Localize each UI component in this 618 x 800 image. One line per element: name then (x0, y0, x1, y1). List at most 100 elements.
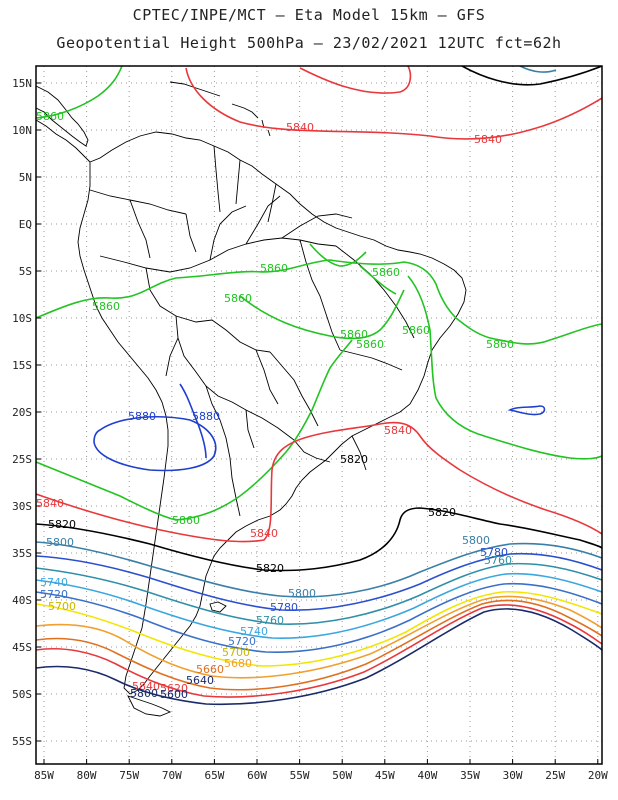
lon-tick-label: 85W (34, 769, 54, 782)
contour-5820-north (461, 66, 602, 86)
map-title-line2: Geopotential Height 500hPa – 23/02/2021 … (56, 34, 562, 52)
lon-tick-label: 75W (119, 769, 139, 782)
label-5860: 5860 (402, 324, 430, 337)
lat-tick-label: 45S (12, 641, 32, 654)
label-5860: 5860 (372, 266, 400, 279)
lon-tick-label: 65W (204, 769, 224, 782)
label-5860: 5860 (92, 300, 120, 313)
label-5840: 5840 (132, 680, 160, 693)
label-5760: 5760 (256, 614, 284, 627)
lat-tick-label: 35S (12, 547, 32, 560)
label-5860: 5860 (340, 328, 368, 341)
map-frame (35, 65, 603, 765)
longitude-labels: 85W 80W 75W 70W 65W 60W 55W 50W 45W 40W 35W 30W 25W 2… (34, 769, 608, 782)
contour-labels: 5840 5840 5840 5840 5840 5840 5860 5860 … (36, 110, 514, 701)
lat-tick-label: EQ (19, 218, 32, 231)
label-5820: 5820 (428, 506, 456, 519)
label-5820: 5820 (48, 518, 76, 531)
lon-tick-label: 60W (247, 769, 267, 782)
lon-tick-label: 55W (290, 769, 310, 782)
lat-tick-label: 25S (12, 453, 32, 466)
latitude-labels: 15N 10N 5N EQ 5S 10S 15S 20S 25S 30S 35S 40S 45S 50S 5… (12, 77, 32, 748)
lat-tick-label: 5N (19, 171, 32, 184)
label-5640: 5640 (186, 674, 214, 687)
lat-tick-label: 50S (12, 688, 32, 701)
lon-tick-label: 30W (503, 769, 523, 782)
lat-tick-label: 10N (12, 124, 32, 137)
contour-5820-south (36, 507, 602, 572)
label-5800: 5800 (462, 534, 490, 547)
contour-5740 (36, 572, 602, 639)
contour-5640 (36, 608, 602, 706)
lon-tick-label: 20W (588, 769, 608, 782)
label-5760: 5760 (484, 554, 512, 567)
lon-tick-label: 40W (417, 769, 437, 782)
label-5720: 5720 (40, 588, 68, 601)
tierra-del-fuego (127, 695, 172, 717)
lat-tick-label: 40S (12, 594, 32, 607)
label-5740: 5740 (240, 625, 268, 638)
label-5720: 5720 (228, 635, 256, 648)
label-5860: 5860 (486, 338, 514, 351)
lat-tick-label: 15N (12, 77, 32, 90)
label-5780: 5780 (480, 546, 508, 559)
contour-5680 (36, 595, 602, 679)
label-5840: 5840 (384, 424, 412, 437)
label-5860: 5860 (224, 292, 252, 305)
contour-5860-inner (239, 289, 405, 340)
label-5840: 5840 (250, 527, 278, 540)
contour-5840-cap (299, 66, 412, 94)
contour-5840-south (36, 421, 602, 543)
label-5800: 5800 (130, 687, 158, 700)
caribbean-islands (169, 81, 221, 97)
contour-5860-nw (36, 66, 123, 119)
label-5600: 5600 (160, 688, 188, 701)
contour-5700 (36, 590, 602, 667)
lat-tick-label: 30S (12, 500, 32, 513)
label-5780: 5780 (270, 601, 298, 614)
lon-tick-label: 35W (460, 769, 480, 782)
lon-tick-label: 80W (77, 769, 97, 782)
label-5840: 5840 (36, 497, 64, 510)
label-5800: 5800 (288, 587, 316, 600)
label-5880: 5880 (128, 410, 156, 423)
lon-tick-label: 50W (332, 769, 352, 782)
lon-tick-label: 45W (375, 769, 395, 782)
lat-tick-label: 15S (12, 359, 32, 372)
falkland-islands (209, 601, 227, 613)
central-america-coast (36, 85, 89, 147)
label-5840: 5840 (474, 133, 502, 146)
label-5700: 5700 (48, 600, 76, 613)
axis-ticks (36, 82, 599, 764)
lat-tick-label: 55S (12, 735, 32, 748)
label-5700: 5700 (222, 646, 250, 659)
contour-5720 (36, 582, 602, 653)
contour-5780 (36, 552, 602, 612)
label-5740: 5740 (40, 576, 68, 589)
label-5840: 5840 (286, 121, 314, 134)
label-5820: 5820 (256, 562, 284, 575)
label-5660: 5660 (196, 663, 224, 676)
lat-tick-label: 20S (12, 406, 32, 419)
label-5820: 5820 (340, 453, 368, 466)
label-5880: 5880 (192, 410, 220, 423)
contour-5860-main (36, 259, 602, 345)
graticule (36, 66, 602, 764)
label-5680: 5680 (224, 657, 252, 670)
contour-5800-north (519, 66, 557, 73)
label-5800: 5800 (46, 536, 74, 549)
label-5860: 5860 (36, 110, 64, 123)
contour-5660 (36, 599, 602, 691)
label-5860: 5860 (356, 338, 384, 351)
map-title-line1: CPTEC/INPE/MCT – Eta Model 15km – GFS (132, 6, 486, 24)
contour-5800 (36, 541, 602, 598)
lon-tick-label: 70W (162, 769, 182, 782)
south-america-coast (77, 131, 467, 695)
label-5860: 5860 (172, 514, 200, 527)
coastlines (36, 81, 467, 717)
contour-5880-closed (93, 416, 217, 472)
label-5620: 5620 (160, 682, 188, 695)
lat-tick-label: 10S (12, 312, 32, 325)
contour-5840-north (185, 67, 602, 140)
